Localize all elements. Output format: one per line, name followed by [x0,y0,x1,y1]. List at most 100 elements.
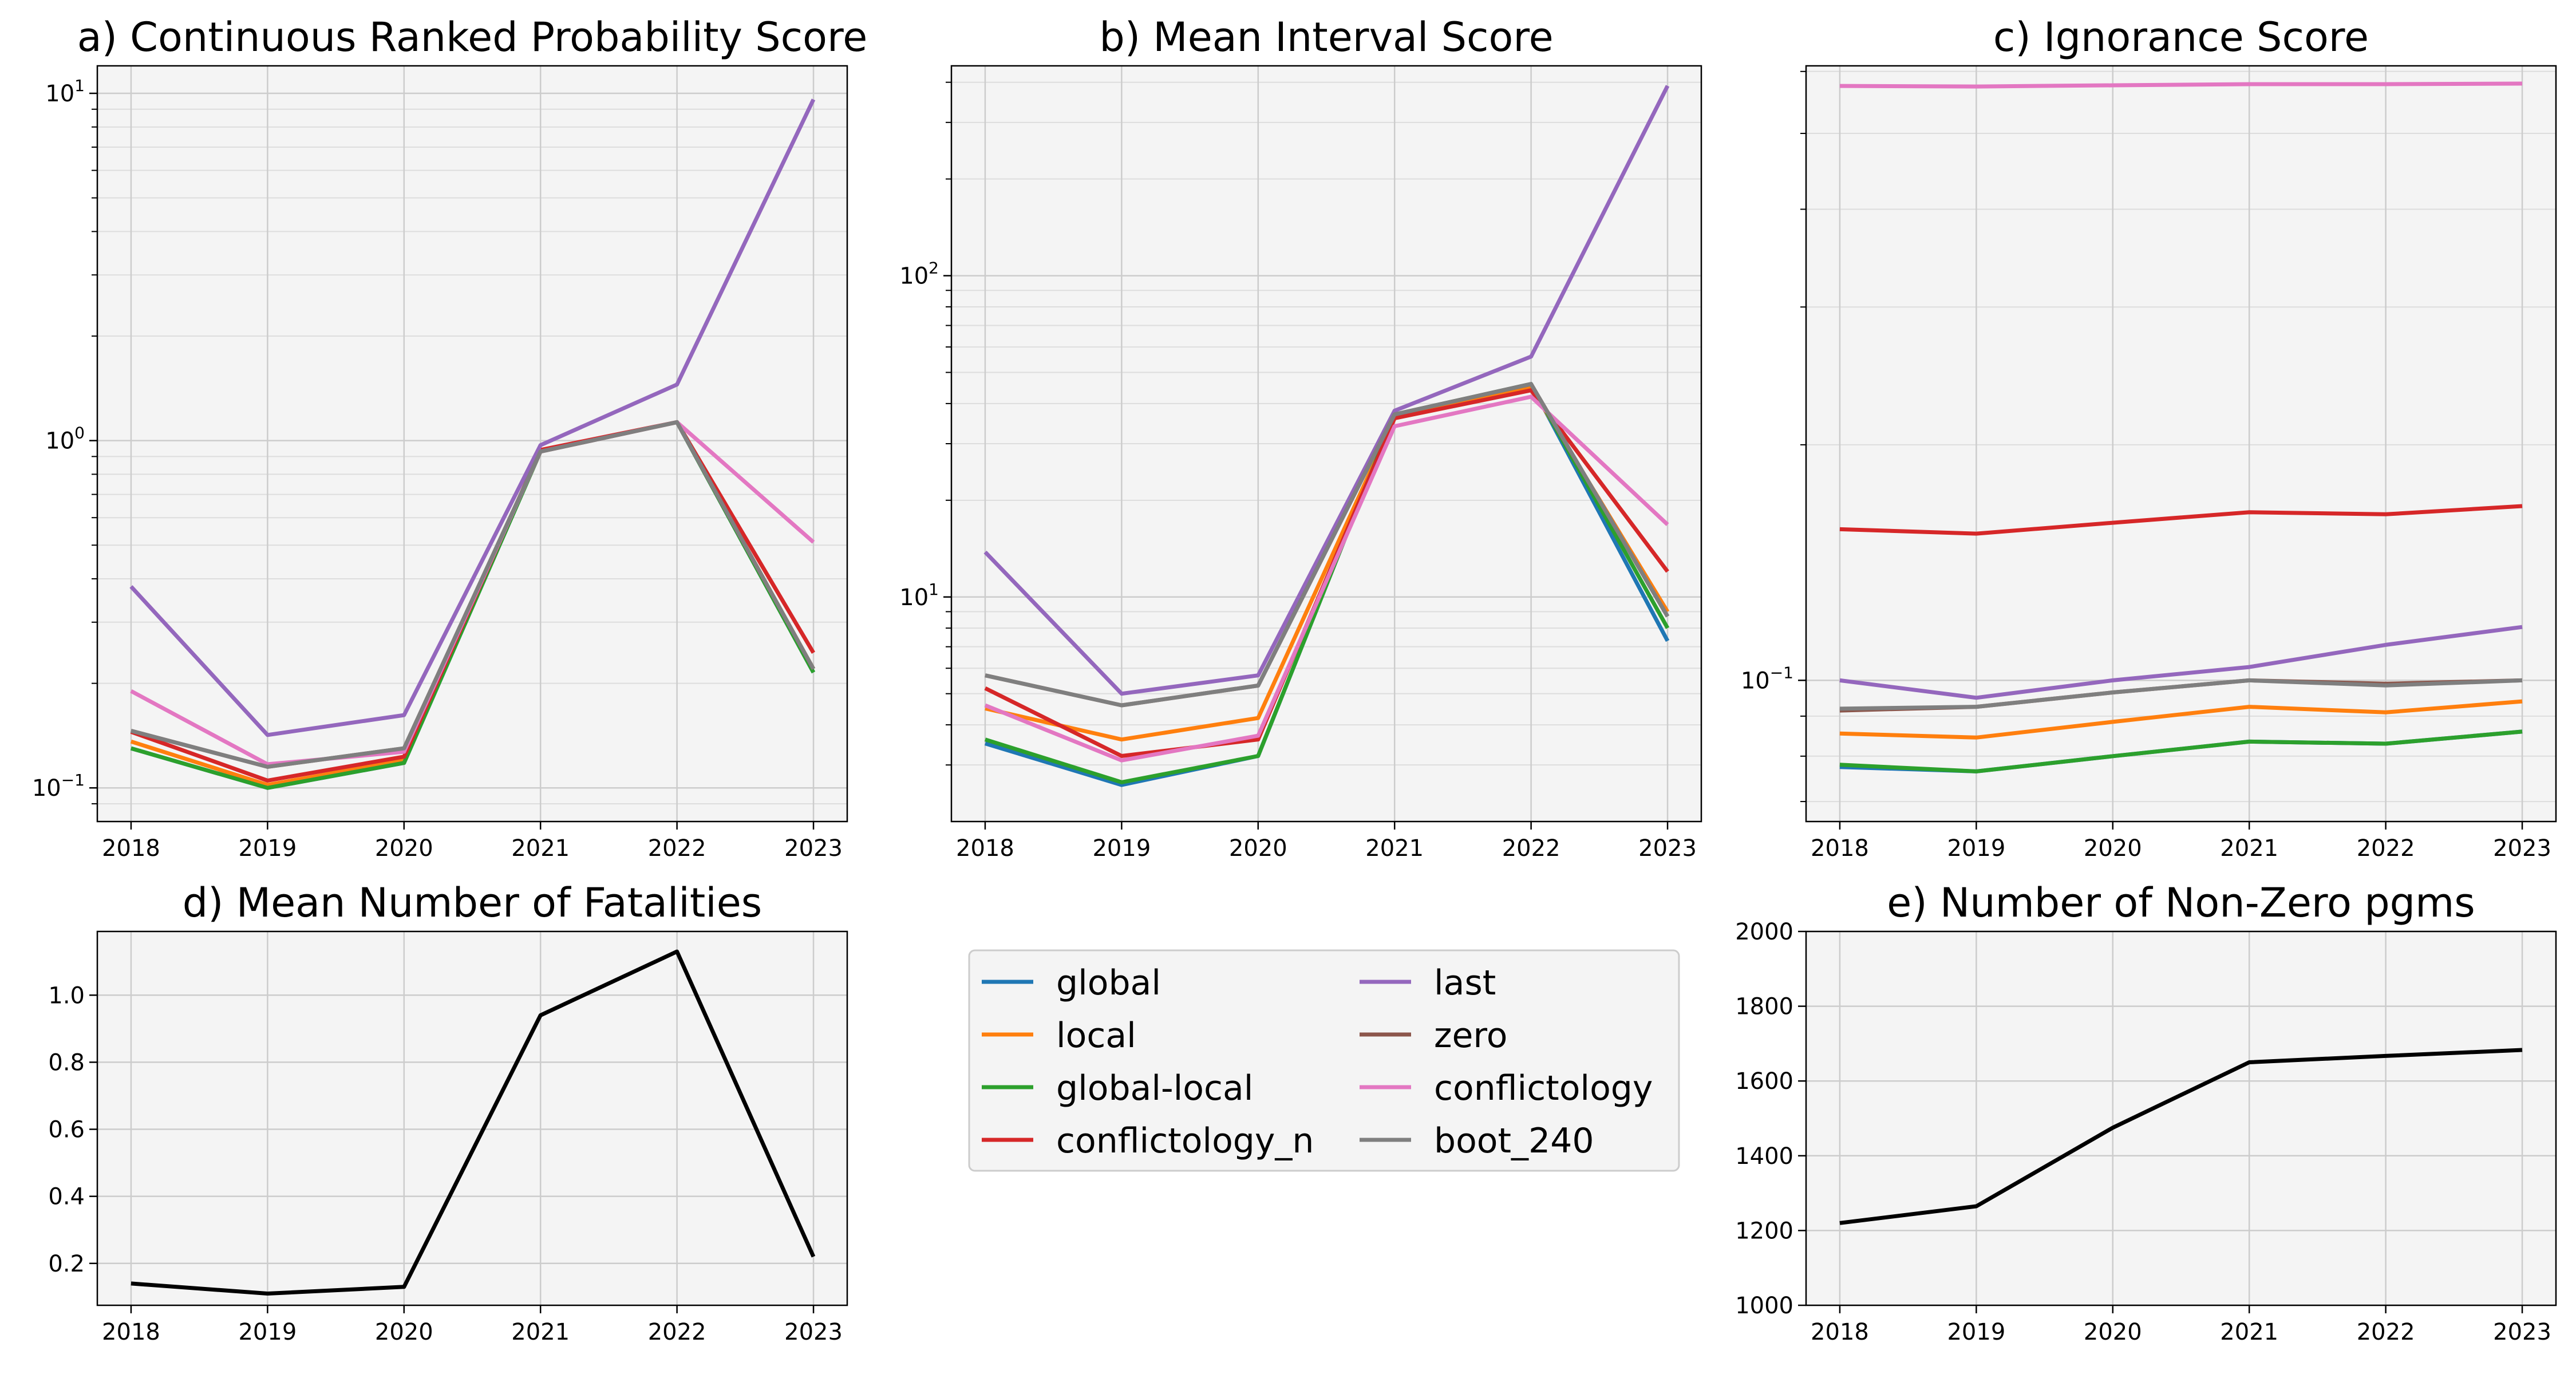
panel-4: 2018 2019 2020 2021 2022 2023 1000 1200 1400 1600… [1735,879,2557,1345]
y-tick-base: 10 [45,428,74,455]
x-tick-label: 2020 [375,1319,433,1345]
plot-frame [1805,65,2557,823]
x-tick-label: 2020 [2084,835,2142,862]
x-tick-label: 2018 [102,835,160,862]
legend-label: conflictology [1434,1068,1653,1108]
y-tick-label: 1800 [1735,994,1793,1020]
chart-title: a) Continuous Ranked Probability Score [77,14,868,61]
series-line-boot-240 [985,382,1670,708]
x-tick-label: 2021 [511,1319,570,1345]
y-tick-label: 10−1 [1741,663,1793,694]
x-tick-label: 2023 [2493,835,2551,862]
plot-area [1806,931,2556,1305]
plot-frame [96,65,848,823]
y-tick-label: 1600 [1735,1068,1793,1095]
y-tick-exponent: 1 [929,580,939,599]
y-tick-label: 10−1 [32,771,85,802]
y-tick-label: 0.6 [48,1117,85,1143]
x-tick-label: 2023 [784,1319,843,1345]
x-tick-label: 2022 [648,1319,706,1345]
x-tick-label: 2023 [784,835,843,862]
panel-3: 2018 2019 2020 2021 2022 2023 0.2 0.4 0.6 0.8 1.0 d… [48,879,848,1345]
legend-label: boot_240 [1434,1121,1594,1161]
x-tick-label: 2019 [1947,1319,2005,1345]
x-tick-label: 2023 [2493,1319,2551,1345]
y-tick-label: 1.0 [48,982,85,1009]
x-tick-label: 2023 [1638,835,1697,862]
series-line-boot-240 [1839,678,2523,711]
y-tick-exponent: 1 [74,76,85,95]
y-tick-base: 10 [899,585,929,611]
x-tick-label: 2021 [511,835,570,862]
plot-frame [1805,930,2557,1306]
legend-label: zero [1434,1016,1507,1056]
x-tick-label: 2020 [2084,1319,2142,1345]
series-line-boot-240 [131,420,816,769]
series-line-values [1839,1048,2523,1225]
y-tick-exponent: −1 [1770,663,1793,682]
chart-title: d) Mean Number of Fatalities [183,879,762,926]
y-tick-label: 0.8 [48,1049,85,1076]
series-line-conflictology-n [1839,504,2523,536]
legend-label: conflictology_n [1056,1121,1314,1161]
y-tick-base: 10 [32,775,61,802]
x-tick-label: 2022 [2357,835,2415,862]
series-line-global-local [1839,729,2523,773]
x-tick-label: 2018 [1811,835,1869,862]
legend-label: global-local [1056,1068,1253,1108]
x-tick-label: 2022 [2357,1319,2415,1345]
y-tick-label: 1000 [1735,1293,1793,1319]
y-tick-label: 101 [45,76,85,107]
panel-2: 2018 2019 2020 2021 2022 2023 10−1 c) Ignorance… [1741,14,2557,862]
chart-title: b) Mean Interval Score [1099,14,1553,61]
y-tick-base: 10 [899,263,929,290]
y-tick-label: 0.2 [48,1251,85,1277]
y-tick-label: 102 [899,259,939,290]
plot-frame [96,930,848,1306]
x-tick-label: 2022 [648,835,706,862]
y-tick-label: 0.4 [48,1184,85,1210]
y-tick-label: 1400 [1735,1143,1793,1170]
y-tick-exponent: 2 [929,259,939,278]
y-tick-label: 2000 [1735,919,1793,945]
chart-title: c) Ignorance Score [1993,14,2369,61]
chart-title: e) Number of Non-Zero pgms [1887,879,2475,926]
x-tick-label: 2020 [1229,835,1287,862]
x-tick-label: 2018 [1811,1319,1869,1345]
plot-frame [950,65,1702,823]
x-tick-label: 2019 [238,835,297,862]
series-line-last [983,85,1670,696]
x-tick-label: 2018 [956,835,1014,862]
x-tick-label: 2020 [375,835,433,862]
legend-box [968,949,1680,1172]
y-tick-exponent: −1 [61,771,85,789]
plot-area [97,931,847,1305]
y-tick-label: 1200 [1735,1218,1793,1244]
x-tick-label: 2018 [102,1319,160,1345]
y-tick-label: 101 [899,580,939,611]
x-tick-label: 2019 [238,1319,297,1345]
x-tick-label: 2021 [1365,835,1424,862]
legend: global local global-local conflictology_n la… [968,949,1680,1172]
y-tick-base: 10 [1741,668,1770,694]
legend-label: local [1056,1016,1136,1056]
legend-label: last [1434,963,1496,1003]
series-line-local [1839,699,2523,740]
series-line-last [129,98,816,737]
series-line-conflictology [984,394,1669,763]
x-tick-label: 2019 [1092,835,1151,862]
x-tick-label: 2021 [2220,1319,2278,1345]
x-tick-label: 2022 [1502,835,1560,862]
y-tick-label: 100 [45,424,85,455]
legend-label: global [1056,963,1161,1003]
series-line-values [131,949,816,1296]
x-tick-label: 2021 [2220,835,2278,862]
x-tick-label: 2019 [1947,835,2005,862]
plot-area [97,66,847,822]
y-tick-exponent: 0 [74,424,85,443]
series-line-last [1839,625,2523,700]
series-line-conflictology [1839,81,2523,89]
